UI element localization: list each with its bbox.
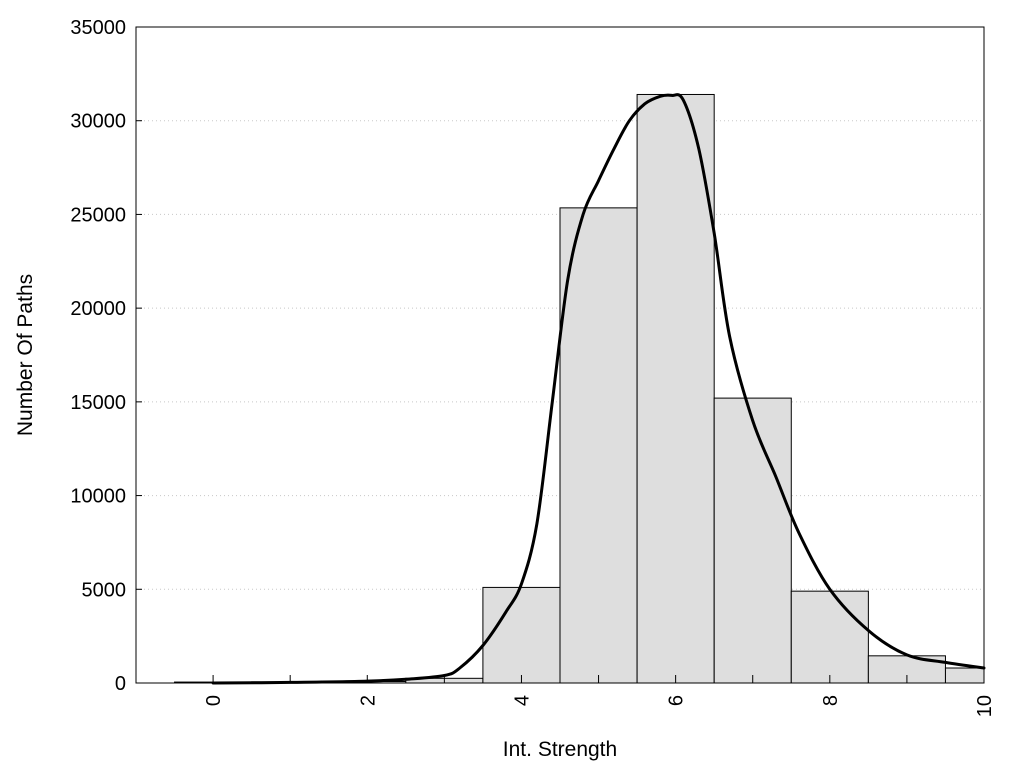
x-tick-label: 10 xyxy=(974,695,996,717)
y-tick-label: 5000 xyxy=(82,579,127,601)
x-axis-title: Int. Strength xyxy=(503,738,617,761)
y-tick-label: 20000 xyxy=(70,298,126,320)
density-curve xyxy=(211,93,986,685)
histogram-bar xyxy=(559,207,638,684)
histogram-bar xyxy=(713,397,792,684)
y-tick-label: 15000 xyxy=(70,392,126,414)
x-axis-ticks: 0 2 4 6 8 10 xyxy=(203,675,996,717)
histogram-bars xyxy=(174,93,985,684)
y-tick-label: 10000 xyxy=(70,486,126,508)
histogram-bar xyxy=(482,586,561,684)
x-tick-label: 6 xyxy=(666,695,688,706)
y-tick-label: 35000 xyxy=(70,17,126,39)
y-tick-label: 0 xyxy=(115,673,126,695)
x-tick-label: 8 xyxy=(820,695,842,706)
y-tick-label: 30000 xyxy=(70,111,126,133)
y-tick-label: 25000 xyxy=(70,204,126,226)
plot-frame xyxy=(135,26,985,684)
histogram-bar xyxy=(636,93,715,684)
y-axis-ticks: 0 5000 10000 15000 20000 25000 30000 35000 xyxy=(70,17,142,695)
y-axis-title: Number Of Paths xyxy=(14,274,37,436)
x-tick-label: 4 xyxy=(511,695,533,706)
histogram-bar xyxy=(790,590,869,684)
x-tick-label: 2 xyxy=(357,695,379,706)
x-tick-label: 0 xyxy=(203,695,225,706)
histogram-bar xyxy=(944,667,985,684)
density-curve-layer xyxy=(211,93,986,685)
